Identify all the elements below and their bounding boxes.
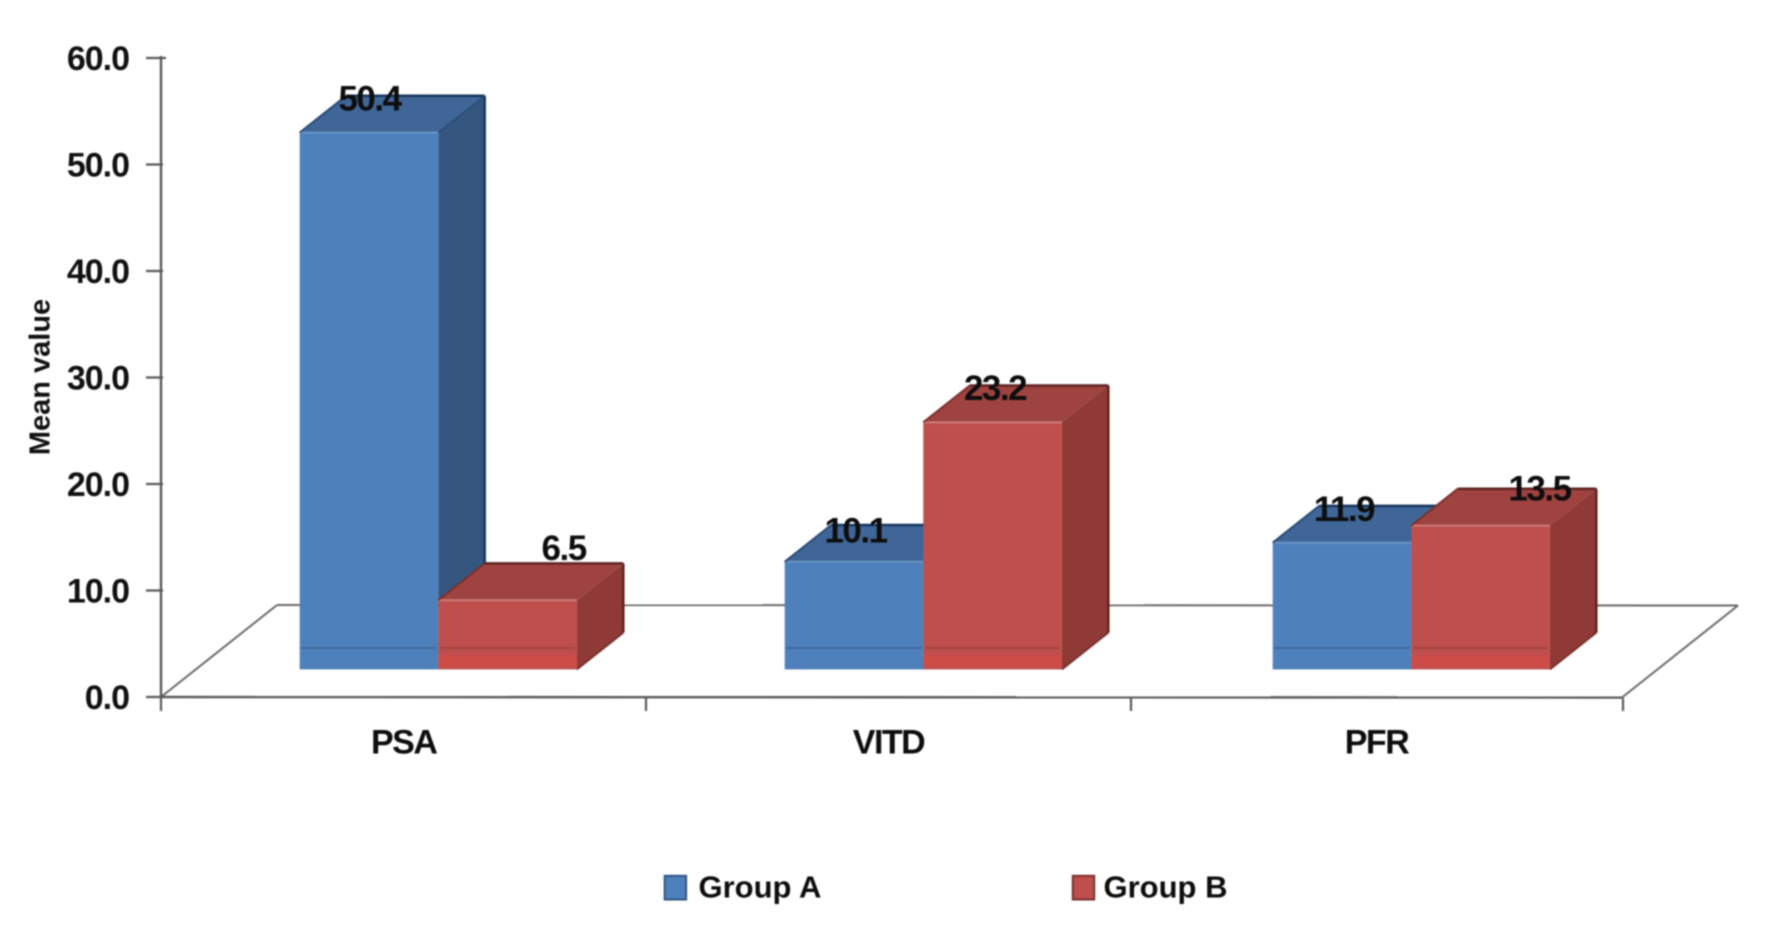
svg-text:PSA: PSA bbox=[371, 723, 437, 761]
svg-text:Group A: Group A bbox=[699, 870, 822, 905]
svg-text:10.0: 10.0 bbox=[67, 573, 129, 611]
svg-text:0.0: 0.0 bbox=[85, 679, 129, 717]
svg-text:11.9: 11.9 bbox=[1314, 490, 1375, 529]
svg-text:13.5: 13.5 bbox=[1508, 469, 1571, 508]
svg-text:Group B: Group B bbox=[1104, 870, 1228, 905]
svg-text:20.0: 20.0 bbox=[67, 466, 129, 504]
svg-text:40.0: 40.0 bbox=[67, 253, 129, 291]
svg-text:50.0: 50.0 bbox=[67, 147, 129, 185]
svg-text:10.1: 10.1 bbox=[824, 511, 887, 550]
svg-text:23.2: 23.2 bbox=[964, 369, 1027, 408]
svg-text:6.5: 6.5 bbox=[542, 529, 587, 568]
svg-text:30.0: 30.0 bbox=[67, 360, 129, 398]
svg-text:VITD: VITD bbox=[853, 723, 925, 761]
svg-text:60.0: 60.0 bbox=[67, 40, 129, 78]
svg-text:Mean value: Mean value bbox=[25, 299, 57, 455]
svg-text:50.4: 50.4 bbox=[338, 79, 402, 118]
svg-text:PFR: PFR bbox=[1345, 723, 1409, 761]
